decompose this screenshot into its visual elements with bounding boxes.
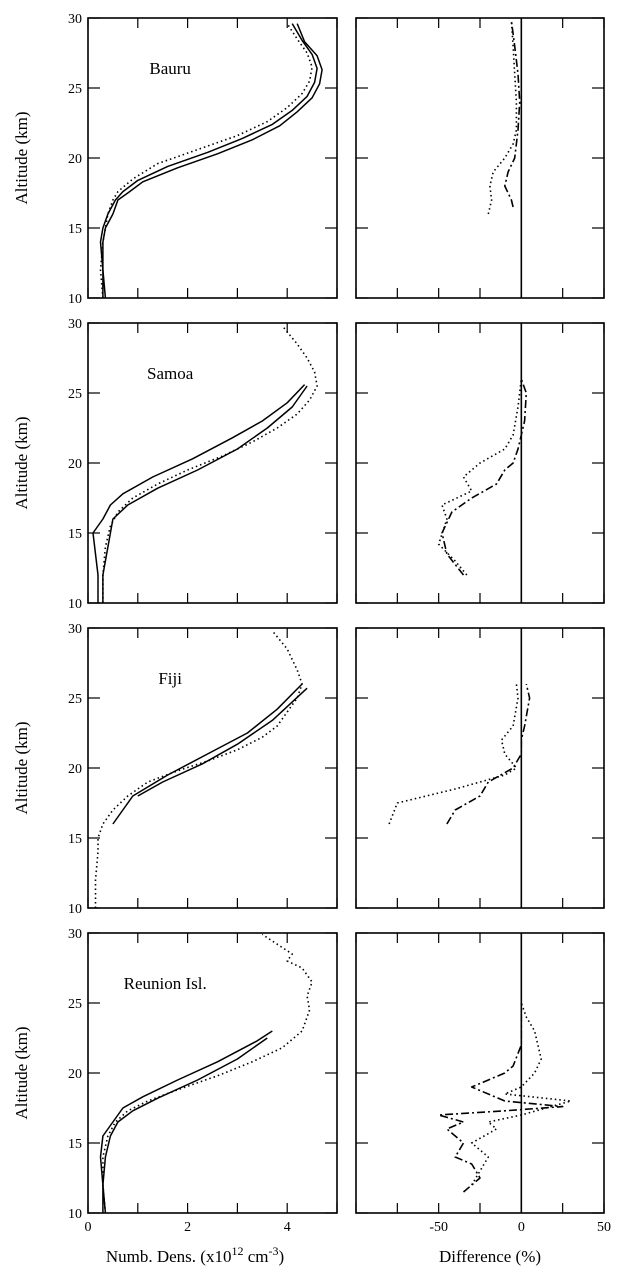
- y-tick-label: 30: [68, 317, 82, 332]
- y-tick-label: 30: [68, 927, 82, 942]
- y-tick-label: 10: [68, 292, 82, 307]
- series-line-dotted: [437, 378, 523, 576]
- y-axis-label: Altitude (km): [12, 721, 31, 814]
- x-axis-label: Difference (%): [439, 1247, 541, 1266]
- plot-frame: [87, 627, 338, 909]
- series-line-solid: [102, 385, 308, 603]
- panel-right-2: [355, 322, 605, 604]
- y-tick-label: 25: [68, 387, 82, 402]
- plot-frame: [355, 17, 605, 299]
- series-line-dashdot: [503, 20, 521, 208]
- y-tick-label: 10: [68, 902, 82, 917]
- x-tick-label: -50: [429, 1220, 448, 1235]
- series-line-solid: [92, 384, 306, 603]
- y-tick-label: 10: [68, 1207, 82, 1222]
- x-tick-label: 50: [597, 1220, 611, 1235]
- panel-right-3: [355, 627, 605, 909]
- panel-left-2: 10 15 20 25 30 Altitude (km) Samoa: [12, 317, 338, 612]
- series-line-dashdot: [446, 683, 531, 825]
- plot-frame: [87, 322, 338, 604]
- station-label: Samoa: [147, 364, 194, 383]
- panel-right-4: -50 0 50 Difference (%): [355, 932, 611, 1266]
- y-tick-label: 20: [68, 457, 82, 472]
- y-tick-label: 20: [68, 1067, 82, 1082]
- series-line-solid: [99, 23, 318, 298]
- x-tick-label: 0: [85, 1220, 92, 1235]
- series-line-solid: [99, 1030, 273, 1213]
- y-axis-label: Altitude (km): [12, 111, 31, 204]
- y-axis-label: Altitude (km): [12, 1026, 31, 1119]
- y-tick-label: 15: [68, 1137, 82, 1152]
- y-tick-label: 20: [68, 152, 82, 167]
- station-label: Bauru: [149, 59, 191, 78]
- x-axis-label: Numb. Dens. (x1012 cm-3): [106, 1244, 284, 1266]
- x-tick-label: 4: [284, 1220, 291, 1235]
- x-tick-label: 0: [518, 1220, 525, 1235]
- y-tick-label: 15: [68, 222, 82, 237]
- series-line-solid: [137, 687, 308, 797]
- series-line-dashdot: [441, 378, 528, 576]
- series-line-dotted: [102, 325, 318, 603]
- panel-right-1: [355, 17, 605, 299]
- series-line-dotted: [94, 630, 303, 908]
- series-line-dotted: [99, 23, 313, 299]
- y-tick-label: 30: [68, 12, 82, 27]
- plot-frame: [355, 627, 605, 909]
- panel-left-4: 10 15 20 25 30 0 2 4 Altitude (km) Reunion Isl. Nu…: [12, 927, 338, 1266]
- panel-left-1: 10 15 20 25 30 Altitude (km) Bauru: [12, 12, 338, 307]
- x-tick-label: 2: [184, 1220, 191, 1235]
- series-line-solid: [102, 1037, 268, 1214]
- y-tick-label: 25: [68, 692, 82, 707]
- series-line-solid: [112, 683, 303, 825]
- y-tick-label: 30: [68, 622, 82, 637]
- station-label: Fiji: [158, 669, 182, 688]
- station-label: Reunion Isl.: [124, 974, 207, 993]
- series-line-dashdot: [437, 1003, 564, 1193]
- panel-left-3: 10 15 20 25 30 Altitude (km) Fiji: [12, 622, 338, 917]
- y-tick-label: 25: [68, 82, 82, 97]
- series-line-dotted: [470, 1002, 572, 1186]
- y-tick-label: 15: [68, 832, 82, 847]
- series-line-dotted: [487, 20, 518, 215]
- series-line-dotted: [388, 683, 519, 825]
- series-line-solid: [102, 23, 323, 299]
- plot-frame: [87, 17, 338, 299]
- plot-frame: [355, 932, 605, 1214]
- y-axis-label: Altitude (km): [12, 416, 31, 509]
- y-tick-label: 15: [68, 527, 82, 542]
- y-tick-label: 10: [68, 597, 82, 612]
- y-tick-label: 25: [68, 997, 82, 1012]
- y-tick-label: 20: [68, 762, 82, 777]
